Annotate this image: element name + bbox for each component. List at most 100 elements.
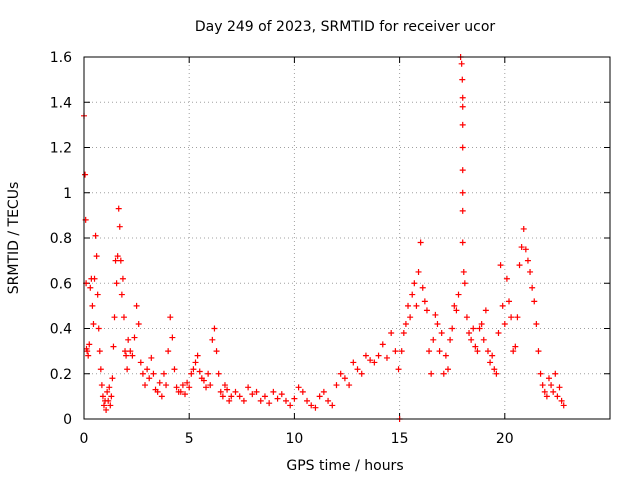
data-point <box>316 393 323 400</box>
data-point <box>86 341 93 348</box>
data-point <box>120 314 127 321</box>
data-point <box>137 359 144 366</box>
data-point <box>460 268 467 275</box>
data-point <box>113 280 120 287</box>
data-point <box>423 307 430 314</box>
data-point <box>82 171 89 178</box>
data-point <box>205 370 212 377</box>
data-point <box>165 348 172 355</box>
data-point <box>171 366 178 373</box>
data-point <box>491 366 498 373</box>
data-point <box>333 382 340 389</box>
data-point <box>207 382 214 389</box>
data-point <box>537 370 544 377</box>
data-point <box>127 348 134 355</box>
data-point <box>461 280 468 287</box>
data-point <box>123 352 130 359</box>
data-point <box>190 366 197 373</box>
data-point <box>554 393 561 400</box>
data-point <box>453 307 460 314</box>
data-point <box>96 348 103 355</box>
data-point <box>400 330 407 337</box>
data-point <box>520 225 527 232</box>
data-point <box>215 370 222 377</box>
data-point <box>261 393 268 400</box>
data-point <box>522 246 529 253</box>
data-point <box>405 302 412 309</box>
x-tick-label: 10 <box>285 431 303 447</box>
data-point <box>200 377 207 384</box>
data-point <box>421 298 428 305</box>
x-tick-label: 15 <box>391 431 409 447</box>
data-point <box>459 189 466 196</box>
data-point <box>409 291 416 298</box>
y-axis-label: SRMTID / TECUs <box>6 182 22 295</box>
data-point <box>402 320 409 327</box>
data-point <box>124 366 131 373</box>
data-point <box>499 302 506 309</box>
data-point <box>472 343 479 350</box>
data-point <box>459 207 466 214</box>
data-point <box>129 352 136 359</box>
data-point <box>287 402 294 409</box>
data-point <box>291 395 298 402</box>
data-point <box>516 262 523 269</box>
plot-frame <box>83 56 611 420</box>
data-point <box>545 375 552 382</box>
data-point <box>543 393 550 400</box>
data-point <box>413 302 420 309</box>
data-point <box>160 370 167 377</box>
data-point <box>219 393 226 400</box>
data-point <box>428 370 435 377</box>
data-point <box>438 330 445 337</box>
data-point <box>358 370 365 377</box>
data-point <box>371 359 378 366</box>
data-point <box>186 384 193 391</box>
data-point <box>139 370 146 377</box>
data-point <box>253 388 260 395</box>
data-point <box>432 311 439 318</box>
grid <box>84 57 610 419</box>
data-point <box>430 336 437 343</box>
data-point <box>154 388 161 395</box>
data-point <box>146 375 153 382</box>
data-point <box>539 382 546 389</box>
x-tick-label: 5 <box>185 431 194 447</box>
data-point <box>95 325 102 332</box>
data-point <box>115 205 122 212</box>
data-point <box>100 402 107 409</box>
y-tick-label: 1.6 <box>50 50 72 66</box>
data-point <box>529 284 536 291</box>
data-point <box>459 121 466 128</box>
data-point <box>304 397 311 404</box>
data-point <box>541 388 548 395</box>
data-point <box>489 352 496 359</box>
data-point <box>449 325 456 332</box>
data-point <box>266 400 273 407</box>
data-point <box>337 370 344 377</box>
data-point <box>299 388 306 395</box>
axis-ticks <box>83 56 610 420</box>
chart-title: Day 249 of 2023, SRMTID for receiver uco… <box>195 19 496 35</box>
data-point <box>495 330 502 337</box>
data-point <box>419 284 426 291</box>
data-point <box>97 366 104 373</box>
data-point <box>240 397 247 404</box>
data-point <box>209 336 216 343</box>
data-point <box>116 223 123 230</box>
y-tick-label: 0.4 <box>50 322 72 338</box>
data-point <box>459 76 466 83</box>
data-point <box>560 402 567 409</box>
data-point <box>278 391 285 398</box>
data-point <box>217 388 224 395</box>
data-point <box>125 336 132 343</box>
data-point <box>463 314 470 321</box>
data-point <box>119 275 126 282</box>
data-point <box>375 352 382 359</box>
data-point <box>501 320 508 327</box>
data-point <box>497 262 504 269</box>
data-point <box>508 314 515 321</box>
data-point <box>184 379 191 386</box>
data-point <box>535 348 542 355</box>
